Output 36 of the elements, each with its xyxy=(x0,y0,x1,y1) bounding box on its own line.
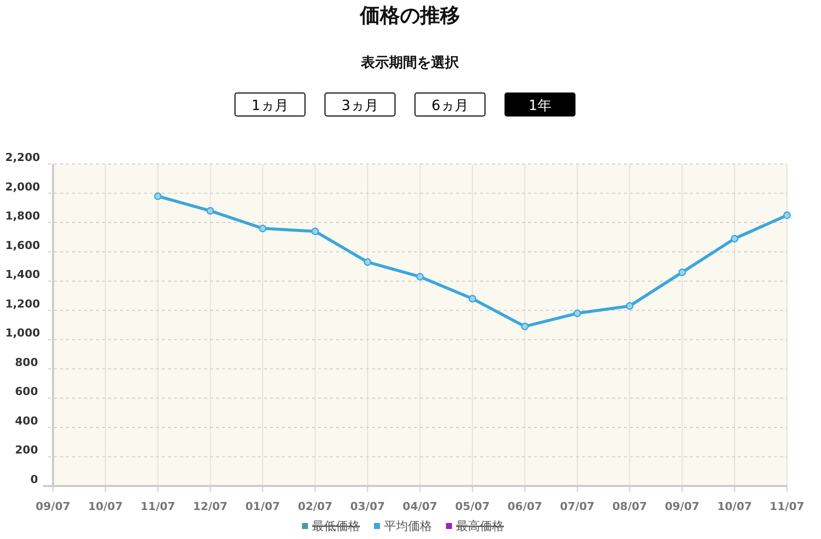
x-tick-label: 09/07 xyxy=(36,500,70,513)
x-tick-label: 11/07 xyxy=(770,500,804,513)
x-tick-label: 02/07 xyxy=(298,500,332,513)
y-tick-label: 800 xyxy=(15,356,38,369)
y-tick-label: 2,000 xyxy=(5,180,40,194)
y-tick-label: 1,400 xyxy=(5,268,40,282)
x-tick-label: 11/07 xyxy=(140,500,176,513)
legend-label: 最低価格 xyxy=(312,519,360,533)
x-tick-label: 06/07 xyxy=(508,500,542,513)
x-tick-label: 07/07 xyxy=(560,500,595,513)
y-tick-label: 1,800 xyxy=(5,210,40,223)
x-tick-label: 04/07 xyxy=(402,500,438,513)
button: 3ヵ月 xyxy=(324,92,396,116)
y-tick-label: 0 xyxy=(30,473,38,486)
button: 6ヵ月 xyxy=(414,92,486,116)
x-tick-label: 05/07 xyxy=(455,500,490,513)
y-tick-label: 1,200 xyxy=(5,297,40,310)
x-tick-label: 01/07 xyxy=(245,500,280,513)
x-tick-label: 10/07 xyxy=(88,500,123,513)
button: 1年 xyxy=(504,92,576,116)
chart-title: 価格の推移 xyxy=(359,3,460,27)
y-tick-label: 1,600 xyxy=(5,238,40,252)
x-tick-label: 09/07 xyxy=(664,500,700,513)
y-tick-label: 600 xyxy=(15,385,38,398)
x-tick-label: 10/07 xyxy=(717,500,752,513)
y-tick-label: 1,000 xyxy=(5,326,40,340)
legend-label: 平均価格 xyxy=(384,519,432,533)
x-tick-label: 12/07 xyxy=(192,500,228,513)
x-tick-label: 08/07 xyxy=(612,500,648,513)
y-tick-label: 2,200 xyxy=(5,151,40,164)
chart-subtitle: 表示期間を選択 xyxy=(360,55,460,71)
x-tick-label: 03/07 xyxy=(350,500,385,513)
button: 1ヵ月 xyxy=(234,92,306,116)
legend-label: 最高価格 xyxy=(456,519,504,533)
y-tick-label: 200 xyxy=(15,444,38,457)
y-tick-label: 400 xyxy=(15,414,38,428)
